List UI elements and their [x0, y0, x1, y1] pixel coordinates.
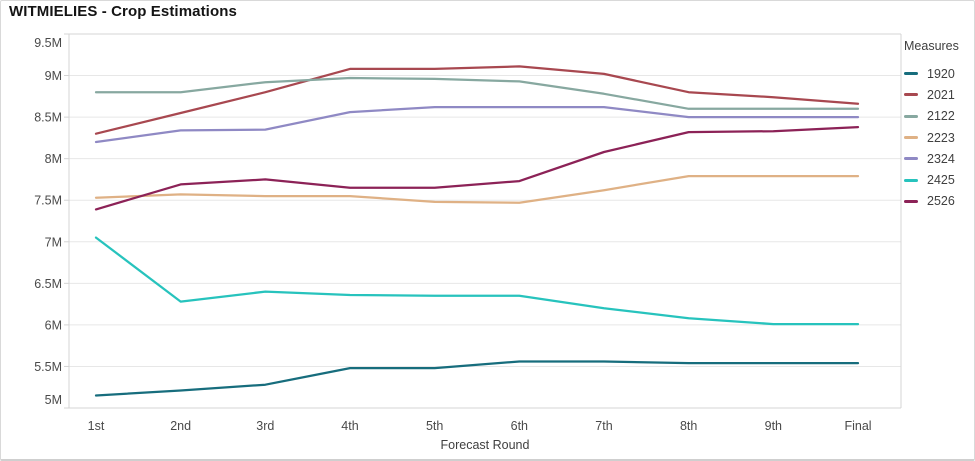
legend-items: 1920 2021 2122 2223 2324 2425 2526 [904, 63, 974, 212]
x-axis-tick-label[interactable]: 2nd [170, 419, 191, 433]
legend-item-2324[interactable]: 2324 [904, 148, 974, 169]
y-axis-tick-label: 5.5M [34, 360, 62, 374]
legend-swatch-icon [904, 114, 918, 118]
y-axis-tick-label: 8.5M [34, 111, 62, 125]
y-axis-tick-label: 9M [45, 69, 62, 83]
legend-item-label: 2324 [927, 151, 955, 166]
x-axis-title: Forecast Round [441, 438, 530, 452]
x-axis-tick-label[interactable]: 5th [426, 419, 443, 433]
legend-item-label: 1920 [927, 66, 955, 81]
legend-title: Measures [904, 39, 959, 53]
legend-swatch-icon [904, 178, 918, 182]
x-axis-tick-label[interactable]: Final [844, 419, 871, 433]
y-axis-tick-label: 6.5M [34, 277, 62, 291]
legend-item-2021[interactable]: 2021 [904, 84, 974, 105]
x-axis-tick-label[interactable]: 6th [511, 419, 528, 433]
legend-item-1920[interactable]: 1920 [904, 63, 974, 84]
y-axis-tick-label: 6M [45, 318, 62, 332]
legend-item-2122[interactable]: 2122 [904, 106, 974, 127]
series-line-2223[interactable] [94, 174, 860, 204]
x-axis-tick-label[interactable]: 3rd [256, 419, 274, 433]
x-axis-tick-label[interactable]: 7th [595, 419, 612, 433]
legend-swatch-icon [904, 93, 918, 97]
y-axis-tick-label: 5M [45, 393, 62, 407]
legend-item-label: 2526 [927, 194, 955, 209]
series-line-2526[interactable] [94, 125, 860, 211]
y-axis-tick-label: 9.5M [34, 36, 62, 50]
x-axis-tick-label[interactable]: 8th [680, 419, 697, 433]
chart-title: WITMIELIES - Crop Estimations [9, 3, 237, 20]
legend-item-label: 2122 [927, 109, 955, 124]
x-axis-tick-label[interactable]: 9th [765, 419, 782, 433]
legend-swatch-icon [904, 199, 918, 203]
legend-item-2425[interactable]: 2425 [904, 169, 974, 190]
series-line-2021[interactable] [94, 65, 860, 135]
legend: Measures 1920 2021 2122 2223 2324 2425 2526 [904, 39, 974, 212]
legend-swatch-icon [904, 136, 918, 140]
x-axis-tick-label[interactable]: 4th [341, 419, 358, 433]
legend-swatch-icon [904, 157, 918, 161]
series-line-2122[interactable] [94, 76, 860, 110]
y-axis-tick-label: 7M [45, 235, 62, 249]
y-axis-tick-label: 7.5M [34, 194, 62, 208]
legend-item-label: 2021 [927, 87, 955, 102]
legend-swatch-icon [904, 72, 918, 76]
series-line-2425[interactable] [94, 236, 860, 326]
legend-item-2526[interactable]: 2526 [904, 191, 974, 212]
series-line-2324[interactable] [94, 105, 860, 144]
series-line-1920[interactable] [94, 360, 860, 397]
legend-item-label: 2223 [927, 130, 955, 145]
y-axis-tick-label: 8M [45, 152, 62, 166]
legend-item-label: 2425 [927, 173, 955, 188]
legend-item-2223[interactable]: 2223 [904, 127, 974, 148]
x-axis-tick-label[interactable]: 1st [88, 419, 105, 433]
